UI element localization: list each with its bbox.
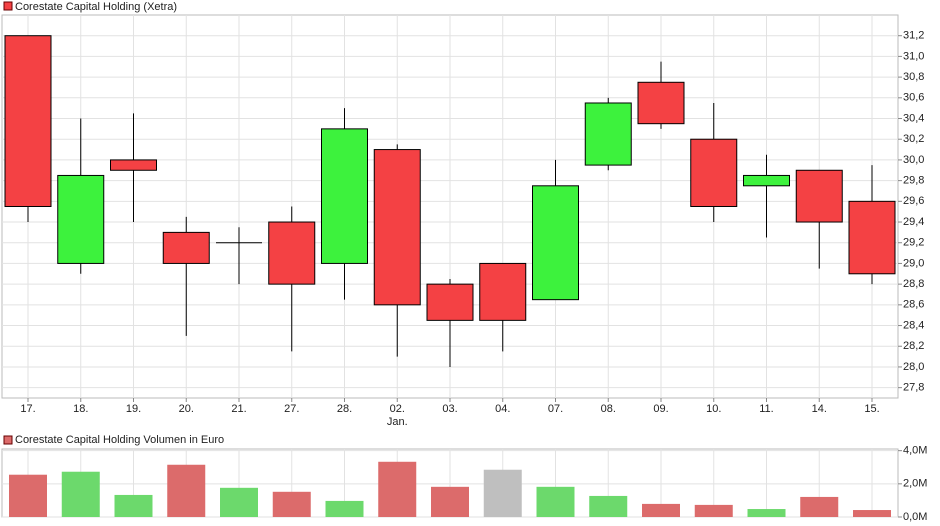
- x-tick-label: 07.: [548, 403, 563, 415]
- x-tick-label: 15.: [864, 403, 879, 415]
- x-tick-label: 18.: [73, 403, 88, 415]
- legend-swatch: [3, 435, 13, 445]
- y-tick-label: 31,2: [903, 30, 924, 42]
- x-tick-label: 20.: [179, 403, 194, 415]
- x-tick-label: 04.: [495, 403, 510, 415]
- candle-body: [321, 128, 368, 264]
- x-sublabel: Jan.: [387, 416, 408, 428]
- x-tick-label: 11.: [759, 403, 773, 415]
- y-tick-label: 27,8: [903, 382, 924, 394]
- volume-bar: [220, 487, 258, 517]
- y-tick-label: 4,0M: [903, 445, 927, 457]
- candle-body: [848, 200, 896, 275]
- y-tick-label: 28,6: [903, 299, 924, 311]
- candle-body: [162, 231, 210, 264]
- x-tick-label: 03.: [442, 403, 457, 415]
- candle-body: [57, 174, 105, 264]
- x-tick-label: 21.: [231, 403, 246, 415]
- y-tick-label: 29,6: [903, 195, 924, 207]
- y-tick-label: 28,2: [903, 340, 924, 352]
- volume-bar: [167, 464, 206, 517]
- volume-bar: [61, 471, 100, 517]
- candle-body: [532, 185, 579, 301]
- x-tick-label: 27.: [284, 403, 299, 415]
- candle-body: [479, 262, 527, 321]
- y-tick-label: 29,0: [903, 257, 924, 269]
- y-tick-label: 28,8: [903, 278, 924, 290]
- x-tick-label: 28.: [337, 403, 352, 415]
- volume-bar: [325, 500, 364, 517]
- x-tick-label: 09.: [653, 403, 668, 415]
- candle-body: [268, 221, 316, 285]
- y-tick-label: 28,0: [903, 361, 924, 373]
- y-tick-label: 2,0M: [903, 478, 927, 490]
- candle-body: [373, 149, 421, 306]
- candle-body: [110, 159, 157, 171]
- y-tick-label: 30,0: [903, 154, 924, 166]
- candle-body: [795, 169, 843, 223]
- volume-bar: [853, 510, 891, 517]
- volume-bar: [272, 491, 311, 517]
- legend-swatch: [3, 1, 13, 11]
- volume-bar: [800, 496, 839, 517]
- candle-body: [584, 102, 632, 166]
- candle-body: [743, 174, 790, 187]
- volume-bar: [589, 495, 628, 517]
- candle-body: [4, 35, 52, 208]
- volume-bar: [694, 504, 733, 517]
- y-tick-label: 28,4: [903, 319, 924, 331]
- legend-title: Corestate Capital Holding (Xetra): [15, 1, 177, 13]
- legend-title: Corestate Capital Holding Volumen in Eur…: [15, 434, 224, 446]
- volume-bar: [536, 486, 575, 517]
- y-tick-label: 30,8: [903, 71, 924, 83]
- y-tick-label: 29,4: [903, 216, 924, 228]
- candle-body: [690, 138, 738, 207]
- x-tick-label: 17.: [20, 403, 35, 415]
- x-tick-label: 14.: [812, 403, 827, 415]
- x-tick-label: 10.: [706, 403, 721, 415]
- volume-bar: [642, 503, 680, 517]
- volume-bar: [9, 474, 47, 517]
- candle-body: [426, 283, 474, 321]
- y-tick-label: 30,6: [903, 92, 924, 104]
- y-tick-label: 30,4: [903, 112, 924, 124]
- volume-bar: [747, 509, 786, 517]
- x-tick-label: 08.: [601, 403, 616, 415]
- candle-body: [637, 81, 685, 125]
- y-tick-label: 31,0: [903, 50, 924, 62]
- y-tick-label: 0,0M: [903, 511, 927, 523]
- x-tick-label: 19.: [126, 403, 141, 415]
- x-tick-label: 02.: [390, 403, 405, 415]
- y-tick-label: 30,2: [903, 133, 924, 145]
- volume-bar: [114, 494, 153, 517]
- y-tick-label: 29,8: [903, 175, 924, 187]
- y-tick-label: 29,2: [903, 237, 924, 249]
- volume-bar: [483, 469, 522, 517]
- volume-bar: [378, 461, 417, 517]
- volume-bar: [431, 486, 469, 517]
